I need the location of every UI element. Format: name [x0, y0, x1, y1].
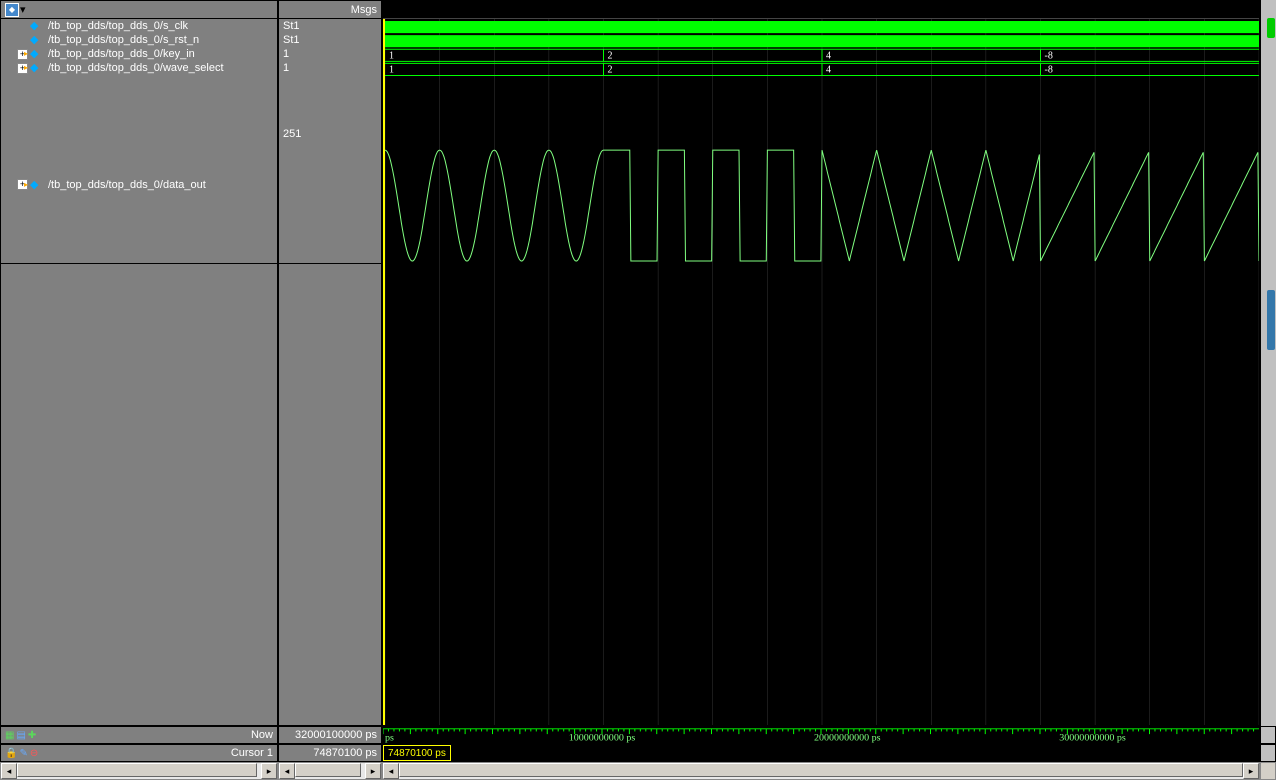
time-ruler[interactable]: ps 10000000000 ps 20000000000 ps 3000000000…	[382, 726, 1260, 744]
wave-header	[383, 1, 1259, 19]
scroll-thumb[interactable]	[295, 763, 361, 777]
signal-name: /tb_top_dds/top_dds_0/s_rst_n	[48, 34, 199, 46]
svg-text:4: 4	[826, 50, 831, 61]
svg-text:20000000000 ps: 20000000000 ps	[814, 734, 881, 743]
waveform-panel[interactable]: 1 2 4 -8 1 2 4 -8	[382, 0, 1260, 726]
waveform-area[interactable]: 1 2 4 -8 1 2 4 -8	[383, 19, 1259, 725]
svg-text:2: 2	[608, 64, 613, 75]
msgs-label: Msgs	[351, 4, 377, 16]
cursor-value: 74870100 ps	[278, 744, 382, 762]
signal-name: /tb_top_dds/top_dds_0/key_in	[48, 48, 195, 60]
value-row: 251	[279, 127, 381, 141]
cursor-row: 🔒 ✎ ⊖ Cursor 1 74870100 ps 74870100 ps	[0, 744, 1276, 762]
signal-row[interactable]: +/tb_top_dds/top_dds_0/key_in	[1, 47, 277, 61]
scroll-left-btn[interactable]: ◂	[1, 763, 17, 779]
signal-name-panel: ◆ ▾ /tb_top_dds/top_dds_0/s_clk/tb_top_d…	[0, 0, 278, 726]
svg-text:ps: ps	[385, 734, 394, 743]
waveform-svg: 1 2 4 -8 1 2 4 -8	[385, 19, 1259, 725]
signal-row[interactable]: +/tb_top_dds/top_dds_0/data_out	[1, 127, 277, 247]
cursor-label: Cursor 1	[231, 747, 273, 759]
now-row: ▦ ▤ ✚ Now 32000100000 ps ps 10000000000 p…	[0, 726, 1276, 744]
signal-name: /tb_top_dds/top_dds_0/s_clk	[48, 20, 188, 32]
svg-text:2: 2	[608, 50, 613, 61]
signal-icon	[30, 20, 44, 32]
scroll-left-btn[interactable]: ◂	[279, 763, 295, 779]
signal-icon	[30, 62, 44, 74]
cursor-time-box[interactable]: 74870100 ps	[383, 745, 451, 761]
signal-name: /tb_top_dds/top_dds_0/wave_select	[48, 62, 224, 74]
scroll-left-btn[interactable]: ◂	[383, 763, 399, 779]
svg-text:4: 4	[826, 64, 831, 75]
signal-panel-header: ◆ ▾	[1, 1, 277, 19]
signal-icon	[30, 34, 44, 46]
now-row-icons[interactable]: ▦ ▤ ✚	[5, 730, 36, 741]
value-tree: St1St111251	[279, 19, 381, 725]
value-panel: Msgs St1St111251	[278, 0, 382, 726]
scroll-right-btn[interactable]: ▸	[365, 763, 381, 779]
cursor-ruler[interactable]: 74870100 ps	[382, 744, 1260, 762]
scroll-right-btn[interactable]: ▸	[1243, 763, 1259, 779]
horizontal-scrollbars[interactable]: ◂ ▸ ◂ ▸ ◂ ▸	[0, 762, 1276, 780]
scroll-thumb[interactable]	[17, 763, 257, 777]
now-value: 32000100000 ps	[278, 726, 382, 744]
svg-text:-8: -8	[1045, 64, 1053, 75]
signal-icon	[30, 179, 44, 191]
svg-text:1: 1	[389, 64, 394, 75]
signal-row[interactable]: /tb_top_dds/top_dds_0/s_rst_n	[1, 33, 277, 47]
signal-name: /tb_top_dds/top_dds_0/data_out	[48, 179, 206, 191]
signal-row[interactable]: /tb_top_dds/top_dds_0/s_clk	[1, 19, 277, 33]
cursor-row-icons[interactable]: 🔒 ✎ ⊖	[5, 748, 38, 759]
svg-text:30000000000 ps: 30000000000 ps	[1059, 734, 1126, 743]
value-row: St1	[279, 33, 381, 47]
svg-text:10000000000 ps: 10000000000 ps	[569, 734, 636, 743]
value-row: St1	[279, 19, 381, 33]
value-row: 1	[279, 47, 381, 61]
signal-tree[interactable]: /tb_top_dds/top_dds_0/s_clk/tb_top_dds/t…	[1, 19, 277, 725]
signal-icon	[30, 48, 44, 60]
vertical-scrollbar[interactable]	[1260, 0, 1276, 726]
scroll-thumb[interactable]	[399, 763, 1243, 777]
svg-text:-8: -8	[1045, 50, 1053, 61]
now-label: Now	[251, 729, 273, 741]
svg-text:1: 1	[389, 50, 394, 61]
value-row: 1	[279, 61, 381, 75]
value-panel-header: Msgs	[279, 1, 381, 19]
scroll-right-btn[interactable]: ▸	[261, 763, 277, 779]
signal-row[interactable]: +/tb_top_dds/top_dds_0/wave_select	[1, 61, 277, 75]
